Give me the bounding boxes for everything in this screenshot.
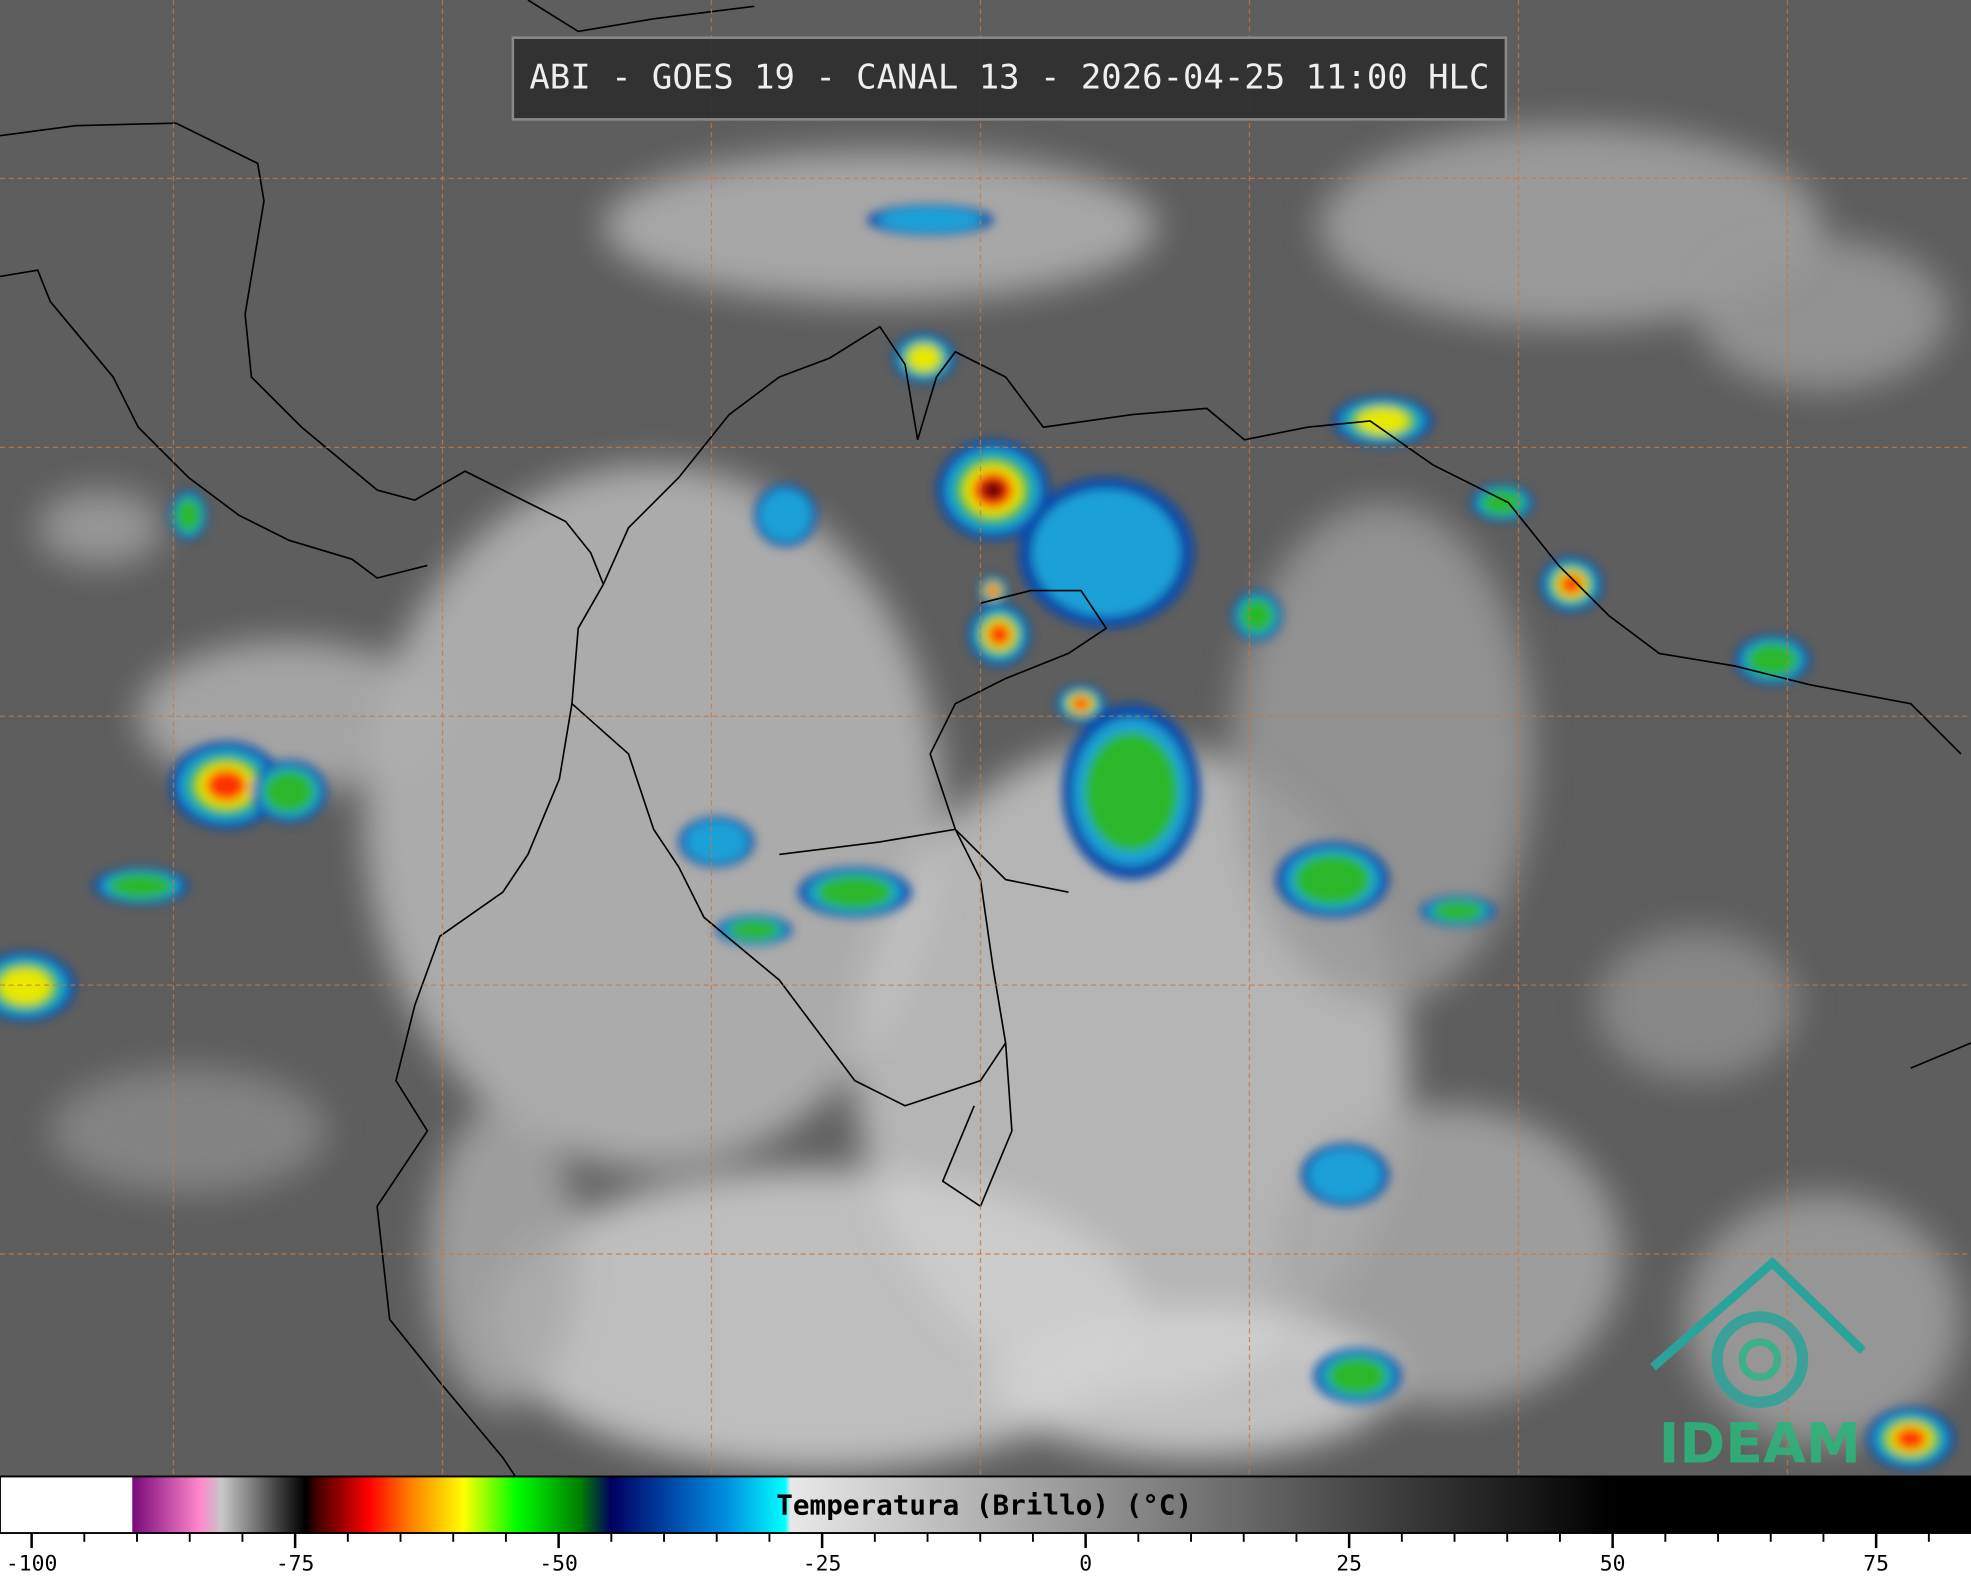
storm-cell <box>684 820 749 864</box>
storm-cell <box>263 770 315 814</box>
tick-label: -50 <box>539 1551 578 1576</box>
storm-cell <box>1327 1357 1388 1395</box>
cloud <box>1696 238 1949 390</box>
colorbar-label: Temperatura (Brillo) (°C) <box>776 1489 1192 1522</box>
cloud <box>993 1306 1396 1458</box>
coastlines <box>0 0 1971 1477</box>
storm-cell <box>1746 642 1799 677</box>
title-box: ABI - GOES 19 - CANAL 13 - 2026-04-25 11… <box>511 36 1508 121</box>
cloud <box>1319 125 1823 327</box>
storm-cell <box>1480 489 1524 516</box>
storm-cell <box>987 585 999 597</box>
cloud <box>1596 929 1798 1081</box>
lat-lon-grid <box>0 0 1971 1477</box>
tick-label: 75 <box>1863 1551 1889 1576</box>
logo-text: IDEAM <box>1659 1413 1861 1477</box>
tick-label: -75 <box>276 1551 315 1576</box>
storm-cell <box>175 498 202 533</box>
storm-cell <box>1308 1148 1382 1202</box>
storm-cell <box>205 769 247 802</box>
cloud <box>364 464 943 1169</box>
logo: IDEAM <box>1650 1256 1866 1477</box>
storm-cell <box>0 968 52 1005</box>
cloud <box>427 1105 579 1408</box>
satellite-image <box>0 0 1971 1477</box>
storm-cell <box>1894 1427 1927 1451</box>
tick-label: 25 <box>1336 1551 1362 1576</box>
storm-cell <box>1071 696 1091 711</box>
cloud <box>37 490 164 566</box>
cloud <box>1231 502 1534 1006</box>
storm-cell <box>877 207 983 233</box>
colorbar: Temperatura (Brillo) (°C) -100 -75 -50 -25 0… <box>0 1475 1971 1577</box>
storm-cell <box>816 875 894 910</box>
storm-cell <box>907 345 941 372</box>
storm-cell <box>1432 900 1484 922</box>
storm-cell <box>981 480 1005 501</box>
storm-cell <box>1032 489 1181 617</box>
cloud <box>50 1068 327 1194</box>
cloud <box>1684 1193 1961 1446</box>
storm-cell <box>1356 407 1409 435</box>
colorbar-gradient <box>0 1475 1971 1534</box>
storm-cell <box>108 873 174 899</box>
tick-label: -100 <box>6 1551 57 1576</box>
tick-label: 50 <box>1600 1551 1626 1576</box>
tick-label: -25 <box>803 1551 842 1576</box>
storm-cell <box>988 623 1011 646</box>
title: ABI - GOES 19 - CANAL 13 - 2026-04-25 11… <box>529 59 1489 98</box>
storm-cell <box>1293 853 1371 906</box>
storm-cell <box>1084 731 1179 852</box>
storm-cell <box>759 488 813 542</box>
storm-cell <box>1559 574 1583 595</box>
tick-label: 0 <box>1079 1551 1092 1576</box>
storm-cell <box>728 919 780 941</box>
storm-cell <box>1239 598 1275 633</box>
